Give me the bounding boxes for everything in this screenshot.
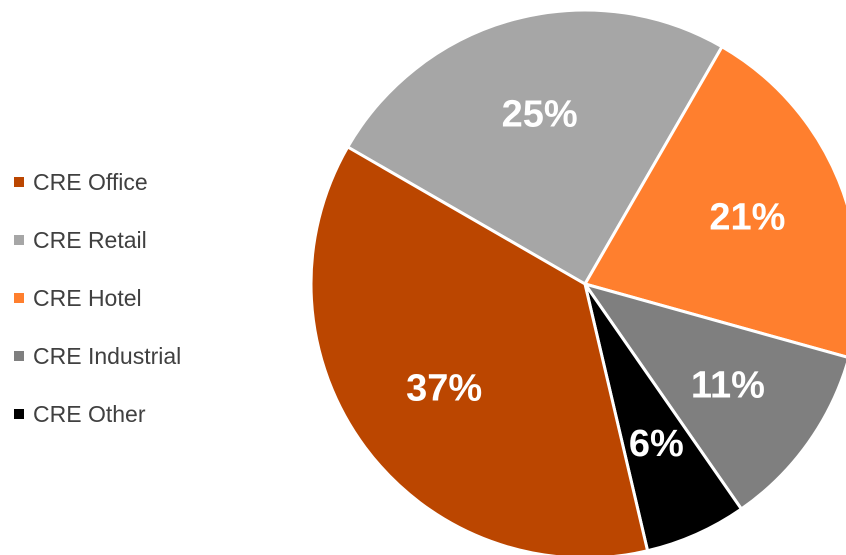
chart-legend: CRE Office CRE Retail CRE Hotel CRE Industr… <box>14 153 181 443</box>
legend-swatch <box>14 351 24 361</box>
legend-item-cre-other: CRE Other <box>14 385 181 443</box>
pie-slice-cre-office <box>309 145 650 555</box>
legend-swatch <box>14 235 24 245</box>
pie-slice-cre-industrial <box>583 282 846 511</box>
legend-item-cre-hotel: CRE Hotel <box>14 269 181 327</box>
pie-slice-cre-retail <box>346 8 724 286</box>
legend-swatch <box>14 409 24 419</box>
slice-label-cre-other: 6% <box>629 423 684 465</box>
slice-label-cre-hotel: 21% <box>709 197 785 239</box>
slice-label-cre-office: 37% <box>406 368 482 410</box>
legend-label: CRE Other <box>33 400 146 427</box>
pie-slice-labels: 25% 21% 11%6% 37% <box>406 94 785 466</box>
slice-label-cre-industrial: 11% <box>691 365 765 407</box>
legend-label: CRE Hotel <box>33 284 142 311</box>
legend-label: CRE Industrial <box>33 342 182 369</box>
legend-label: CRE Retail <box>33 226 147 253</box>
legend-item-cre-office: CRE Office <box>14 153 181 211</box>
legend-item-cre-industrial: CRE Industrial <box>14 327 181 385</box>
pie-slices <box>309 8 846 555</box>
slice-label-cre-retail: 25% <box>502 94 578 136</box>
legend-swatch <box>14 293 24 303</box>
legend-item-cre-retail: CRE Retail <box>14 211 181 269</box>
legend-swatch <box>14 177 24 187</box>
legend-label: CRE Office <box>33 168 148 195</box>
pie-slice-cre-hotel <box>583 45 846 359</box>
